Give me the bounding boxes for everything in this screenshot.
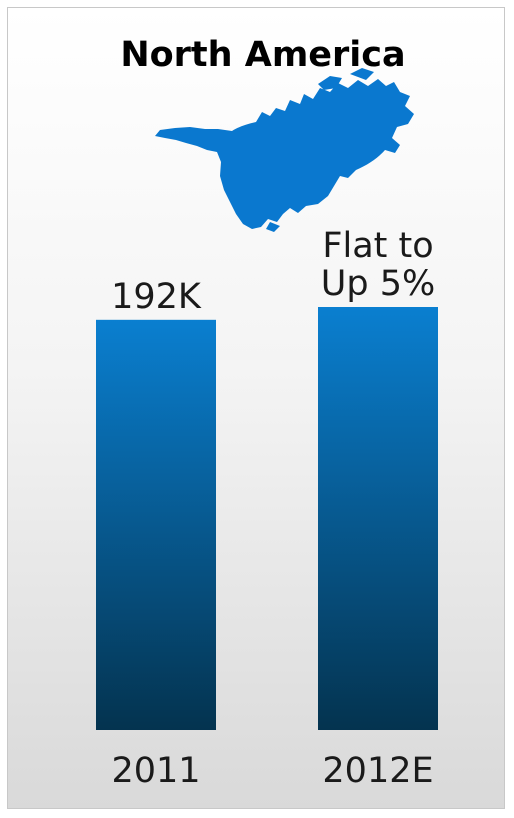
data-label-2012E-line-2: Up 5% [321,264,436,304]
category-label-2011: 2011 [111,751,200,791]
bar-2012E [318,307,438,730]
chart-title: North America [120,35,405,75]
north-america-map-icon [155,68,414,232]
bar-2011 [96,319,216,730]
data-label-2011-line-1: 192K [111,277,202,317]
category-label-2012E: 2012E [322,751,433,791]
data-label-2012E-line-1: Flat to [322,226,433,266]
category-labels-layer: 2011 2012E [111,751,433,791]
bars-layer [96,307,438,730]
